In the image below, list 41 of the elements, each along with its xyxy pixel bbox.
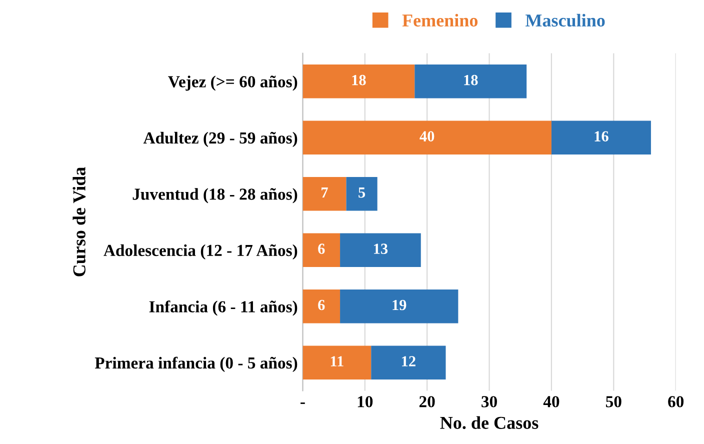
y-tick-label: Adolescencia (12 - 17 Años) bbox=[104, 244, 298, 260]
x-tick-label: 40 bbox=[543, 396, 560, 408]
y-tick-label: Adultez (29 - 59 años) bbox=[143, 132, 298, 147]
x-tick-label: 10 bbox=[358, 396, 373, 408]
x-tick-label: - bbox=[300, 402, 305, 404]
x-tick-label: 50 bbox=[606, 396, 622, 408]
y-tick-label: Primera infancia (0 - 5 años) bbox=[94, 356, 298, 372]
x-tick-label: 60 bbox=[668, 396, 684, 408]
bar bbox=[340, 233, 421, 267]
data-label: 11 bbox=[330, 356, 344, 366]
y-axis-title: Curso de Vida bbox=[72, 167, 86, 276]
bar bbox=[302, 120, 552, 155]
bar bbox=[551, 120, 651, 155]
x-axis-title: No. de Casos bbox=[440, 416, 538, 430]
data-label: 5 bbox=[358, 188, 366, 198]
data-label: 6 bbox=[318, 244, 325, 254]
bar bbox=[302, 233, 340, 267]
legend-label: Masculino bbox=[525, 14, 605, 27]
data-label: 13 bbox=[374, 244, 388, 254]
data-label: 7 bbox=[322, 188, 328, 198]
y-tick-label: Juventud (18 - 28 años) bbox=[132, 188, 298, 204]
data-label: 12 bbox=[402, 356, 416, 366]
legend-label: Femenino bbox=[402, 14, 478, 27]
x-tick-label: 20 bbox=[419, 396, 435, 408]
bar bbox=[302, 289, 340, 324]
bar bbox=[414, 64, 527, 98]
bar bbox=[371, 346, 446, 380]
data-label: 18 bbox=[464, 74, 478, 86]
data-label: 16 bbox=[594, 131, 608, 142]
data-label: 6 bbox=[318, 300, 325, 310]
data-label: 18 bbox=[352, 74, 366, 86]
bar bbox=[340, 289, 458, 324]
bar bbox=[302, 177, 346, 211]
bar bbox=[302, 346, 372, 380]
data-label: 19 bbox=[392, 300, 406, 310]
y-tick-label: Infancia (6 - 11 años) bbox=[149, 300, 298, 316]
data-label: 40 bbox=[420, 131, 434, 142]
x-tick-label: 30 bbox=[482, 396, 497, 408]
bar bbox=[302, 64, 415, 98]
y-tick-label: Vejez (>= 60 años) bbox=[168, 76, 298, 91]
bar bbox=[346, 177, 378, 211]
